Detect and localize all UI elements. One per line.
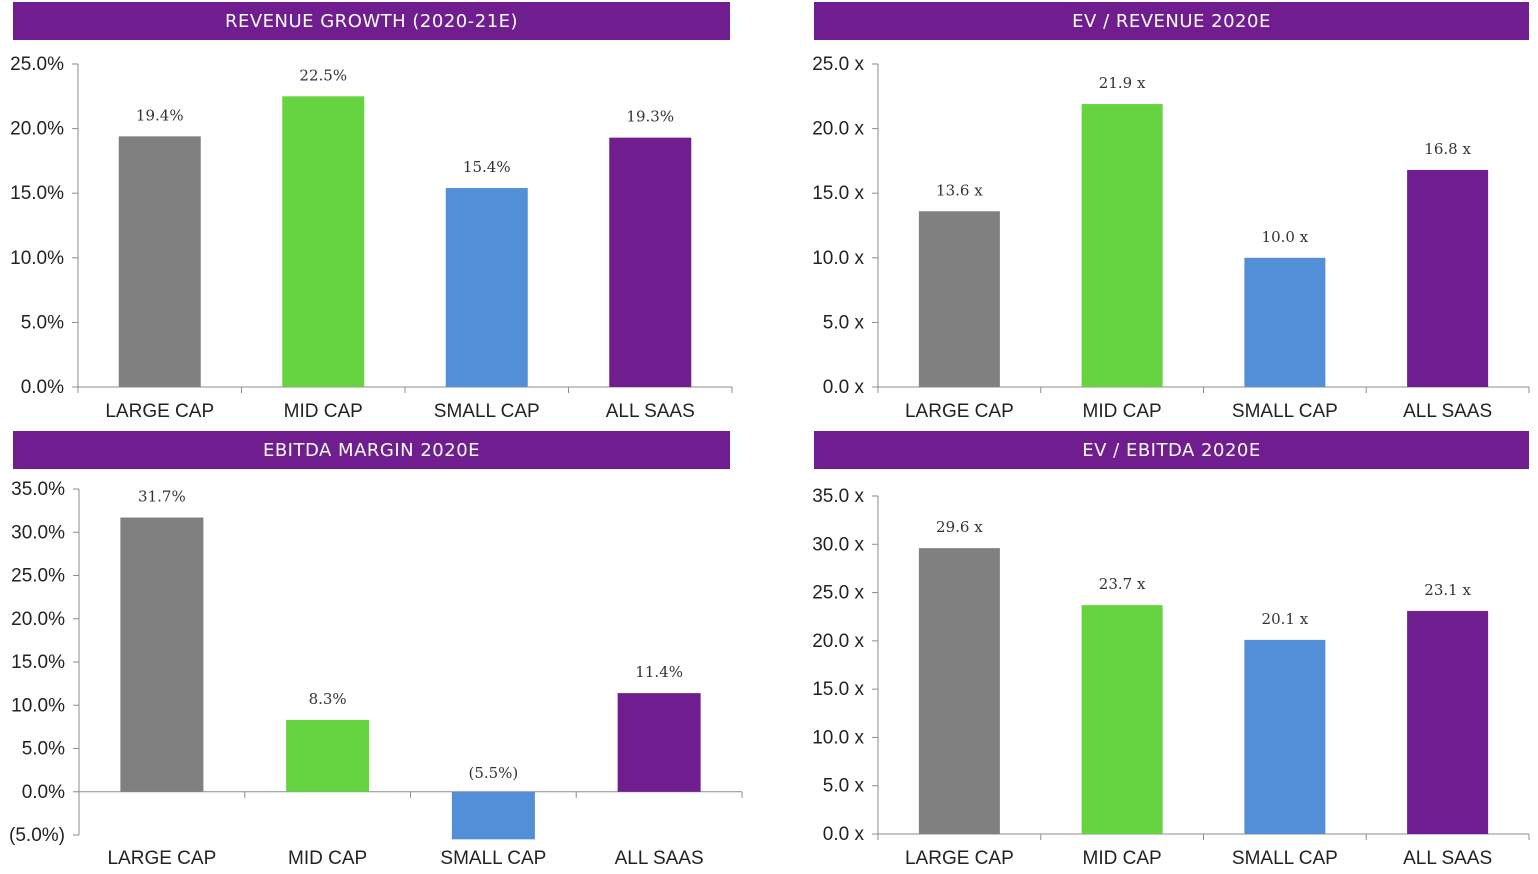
- bar-chart-revenue-growth: 0.0% 5.0% 10.0% 15.0% 20.0% 25.0% 19.4% LARGE C…: [10, 54, 733, 422]
- y-tick-label: 25.0%: [11, 566, 65, 587]
- bar-mid-cap: [286, 719, 370, 792]
- y-tick-label: 20.0 x: [812, 631, 864, 652]
- category-label-mid-cap: MID CAP: [288, 848, 367, 869]
- y-tick-label: (5.0%): [9, 825, 65, 846]
- category-label-all-saas: ALL SAAS: [606, 401, 695, 422]
- y-tick-label: 5.0 x: [823, 312, 865, 333]
- y-tick-label: 35.0%: [11, 479, 65, 500]
- data-label-large-cap: 29.6 x: [936, 518, 983, 536]
- bar-large-cap: [918, 211, 1000, 387]
- category-label-small-cap: SMALL CAP: [440, 848, 546, 869]
- category-label-all-saas: ALL SAAS: [1403, 401, 1492, 422]
- data-label-large-cap: 13.6 x: [936, 181, 983, 199]
- data-label-all-saas: 23.1 x: [1424, 581, 1471, 599]
- y-tick-label: 20.0 x: [812, 119, 864, 140]
- category-label-large-cap: LARGE CAP: [105, 401, 214, 422]
- y-tick-label: 25.0 x: [812, 583, 864, 604]
- y-tick-label: 5.0%: [22, 739, 65, 760]
- y-tick-label: 35.0 x: [812, 486, 864, 507]
- bar-small-cap: [445, 188, 528, 387]
- y-tick-label: 15.0%: [10, 183, 64, 204]
- data-label-all-saas: 16.8 x: [1424, 140, 1471, 158]
- y-tick-label: 25.0%: [10, 54, 64, 75]
- chart-title: EV / REVENUE 2020E: [814, 2, 1529, 40]
- data-label-all-saas: 11.4%: [635, 663, 683, 681]
- y-tick-label: 0.0%: [21, 377, 64, 398]
- category-label-all-saas: ALL SAAS: [615, 848, 704, 869]
- data-label-all-saas: 19.3%: [626, 108, 674, 126]
- y-tick-label: 10.0 x: [812, 248, 864, 269]
- category-label-large-cap: LARGE CAP: [107, 848, 216, 869]
- y-tick-label: 30.0 x: [812, 534, 864, 555]
- data-label-small-cap: 15.4%: [463, 158, 511, 176]
- bar-mid-cap: [1081, 605, 1163, 834]
- category-label-small-cap: SMALL CAP: [434, 401, 540, 422]
- y-tick-label: 15.0%: [11, 652, 65, 673]
- y-tick-label: 5.0%: [21, 312, 64, 333]
- category-label-small-cap: SMALL CAP: [1232, 401, 1338, 422]
- chart-panel-ev-revenue: EV / REVENUE 2020E 0.0 x 5.0 x 10.0 x 15.0 …: [812, 2, 1530, 422]
- bar-all-saas: [1407, 169, 1489, 387]
- category-label-mid-cap: MID CAP: [284, 401, 363, 422]
- bar-small-cap: [451, 791, 535, 840]
- bar-chart-ev-revenue: 0.0 x 5.0 x 10.0 x 15.0 x 20.0 x 25.0 x 13.6 x…: [812, 54, 1530, 422]
- chart-title: EBITDA MARGIN 2020E: [13, 431, 730, 469]
- data-label-large-cap: 19.4%: [136, 106, 184, 124]
- y-tick-label: 0.0%: [22, 782, 65, 803]
- data-label-small-cap: 10.0 x: [1262, 228, 1309, 246]
- bar-mid-cap: [282, 96, 365, 388]
- chart-title: REVENUE GROWTH (2020-21E): [13, 2, 730, 40]
- y-tick-label: 0.0 x: [823, 377, 865, 398]
- bar-small-cap: [1244, 257, 1326, 387]
- y-tick-label: 0.0 x: [823, 824, 865, 845]
- data-label-large-cap: 31.7%: [138, 488, 186, 506]
- y-tick-label: 25.0 x: [812, 54, 864, 75]
- bar-all-saas: [609, 137, 692, 387]
- y-tick-label: 30.0%: [11, 522, 65, 543]
- bar-large-cap: [918, 548, 1000, 834]
- y-tick-label: 5.0 x: [823, 776, 865, 797]
- bar-mid-cap: [1081, 104, 1163, 387]
- bar-all-saas: [617, 693, 701, 792]
- y-tick-label: 20.0%: [11, 609, 65, 630]
- data-label-mid-cap: 21.9 x: [1099, 74, 1146, 92]
- y-tick-label: 20.0%: [10, 119, 64, 140]
- chart-panel-ebitda-margin: EBITDA MARGIN 2020E (5.0%) 0.0% 5.0% 10.0% 1…: [9, 431, 748, 871]
- category-label-mid-cap: MID CAP: [1083, 848, 1162, 869]
- data-label-mid-cap: 8.3%: [309, 690, 347, 708]
- bar-small-cap: [1244, 639, 1326, 834]
- category-label-small-cap: SMALL CAP: [1232, 848, 1338, 869]
- y-tick-label: 10.0%: [10, 248, 64, 269]
- bar-large-cap: [120, 517, 204, 792]
- bar-all-saas: [1407, 610, 1489, 834]
- data-label-mid-cap: 23.7 x: [1099, 575, 1146, 593]
- y-tick-label: 10.0%: [11, 695, 65, 716]
- category-label-large-cap: LARGE CAP: [905, 401, 1014, 422]
- category-label-all-saas: ALL SAAS: [1403, 848, 1492, 869]
- y-tick-label: 15.0 x: [812, 183, 864, 204]
- chart-panel-revenue-growth: REVENUE GROWTH (2020-21E) 0.0% 5.0% 10.0% 1…: [10, 2, 733, 422]
- chart-panel-ev-ebitda: EV / EBITDA 2020E 0.0 x 5.0 x 10.0 x 15.0 x…: [812, 431, 1530, 871]
- data-label-small-cap: 20.1 x: [1262, 610, 1309, 628]
- data-label-mid-cap: 22.5%: [299, 66, 347, 84]
- category-label-mid-cap: MID CAP: [1083, 401, 1162, 422]
- y-tick-label: 10.0 x: [812, 727, 864, 748]
- chart-title: EV / EBITDA 2020E: [814, 431, 1529, 469]
- y-tick-label: 15.0 x: [812, 679, 864, 700]
- bar-chart-ebitda-margin: (5.0%) 0.0% 5.0% 10.0% 15.0% 20.0% 25.0% 30.0% 3…: [9, 479, 743, 869]
- category-label-large-cap: LARGE CAP: [905, 848, 1014, 869]
- data-label-small-cap: (5.5%): [468, 764, 518, 782]
- bar-chart-ev-ebitda: 0.0 x 5.0 x 10.0 x 15.0 x 20.0 x 25.0 x 30.0 x…: [812, 486, 1530, 869]
- bar-large-cap: [118, 136, 201, 387]
